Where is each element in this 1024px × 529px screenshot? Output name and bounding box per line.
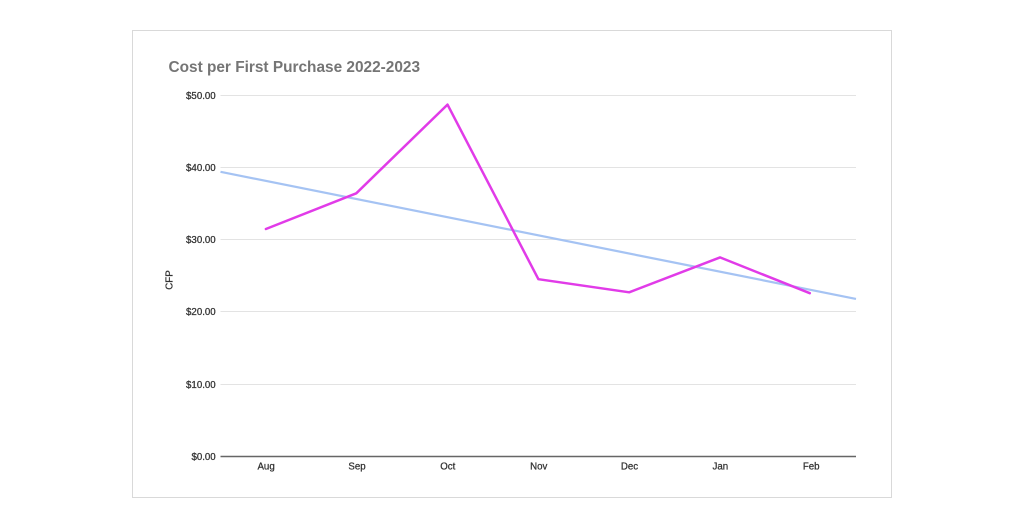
svg-text:Cost per First Purchase 2022-2: Cost per First Purchase 2022-2023: [169, 59, 421, 76]
svg-text:Sep: Sep: [348, 461, 365, 472]
svg-text:$20.00: $20.00: [186, 307, 216, 318]
svg-text:$50.00: $50.00: [186, 91, 216, 102]
svg-text:Jan: Jan: [712, 461, 728, 472]
svg-text:Oct: Oct: [440, 461, 455, 472]
svg-text:Nov: Nov: [530, 461, 547, 472]
svg-text:$10.00: $10.00: [186, 380, 216, 391]
svg-text:$40.00: $40.00: [186, 163, 216, 174]
svg-text:CFP: CFP: [164, 270, 175, 289]
svg-text:Aug: Aug: [257, 461, 274, 472]
svg-text:$0.00: $0.00: [191, 452, 216, 463]
svg-text:$30.00: $30.00: [186, 235, 216, 246]
svg-text:Feb: Feb: [803, 461, 820, 472]
svg-text:Dec: Dec: [621, 461, 638, 472]
